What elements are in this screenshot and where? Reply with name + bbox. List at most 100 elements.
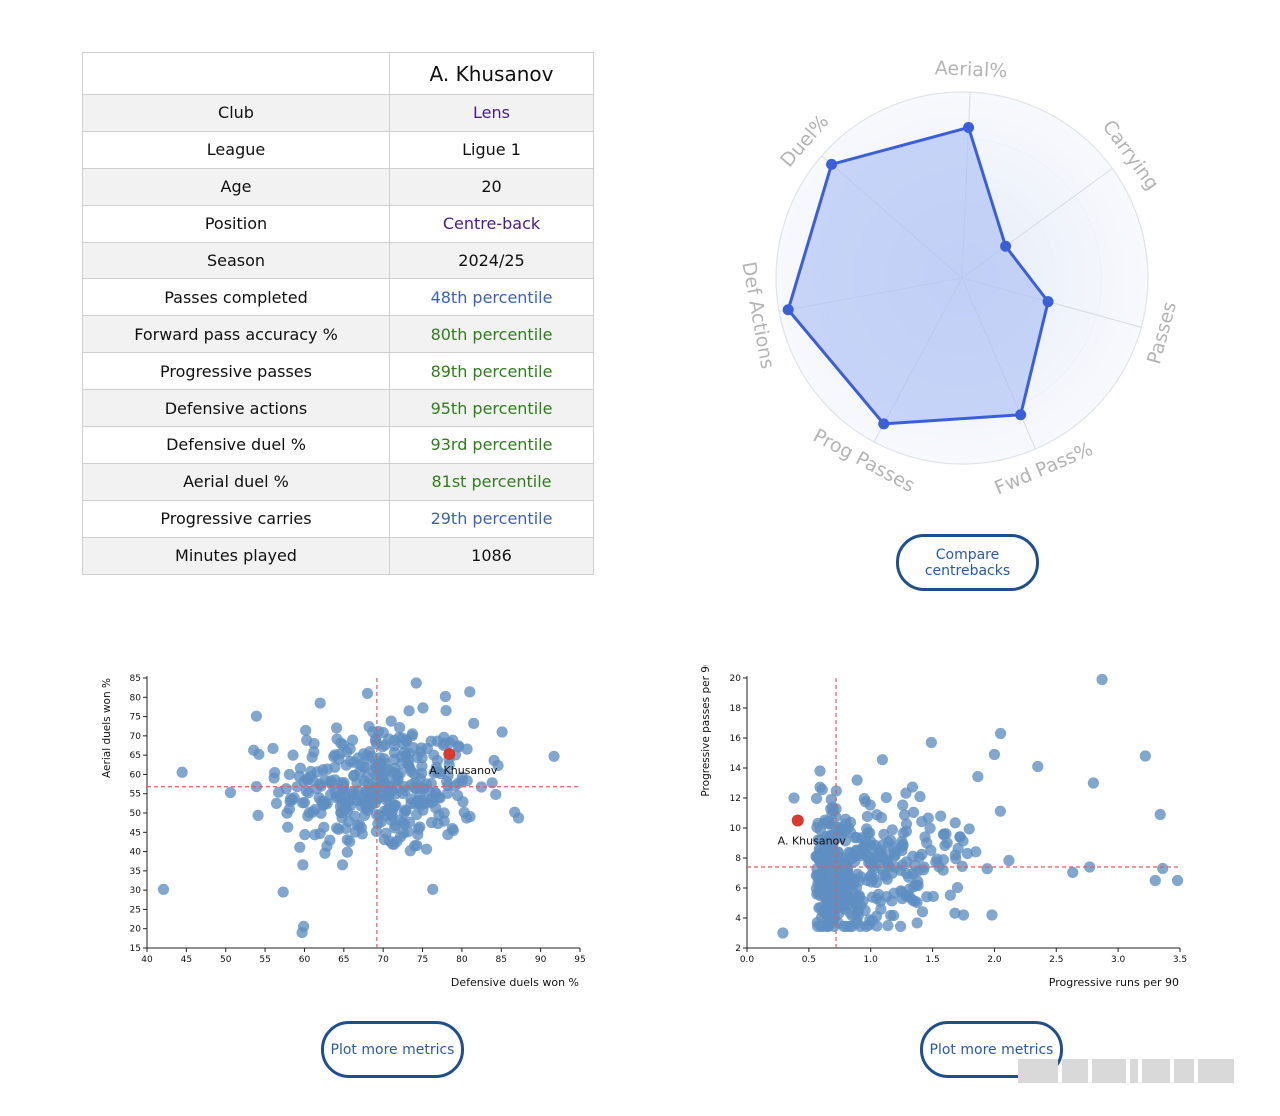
scatter-point: [404, 763, 416, 775]
scatter-point: [400, 805, 412, 817]
scatter-point: [385, 715, 397, 727]
scatter-point: [347, 734, 359, 746]
scatter-point: [300, 785, 313, 797]
scatter-point: [875, 812, 888, 824]
scatter-point: [1157, 862, 1169, 875]
y-tick-label: 15: [130, 944, 141, 954]
scatter-point: [464, 686, 476, 698]
scatter-point: [950, 853, 962, 865]
row-value: 95th percentile: [389, 389, 594, 428]
scatter-point: [896, 886, 908, 898]
row-value: 1086: [389, 536, 594, 575]
scatter-point: [394, 831, 407, 843]
y-tick-label: 85: [130, 674, 141, 684]
scatter-point: [253, 748, 265, 760]
scatter-point: [995, 727, 1007, 740]
y-tick-label: 25: [130, 905, 141, 915]
row-label: Defensive actions: [82, 389, 390, 428]
radar-point: [1000, 240, 1012, 252]
scatter-point: [372, 725, 385, 737]
scatter-point: [468, 717, 480, 729]
scatter-point: [406, 728, 419, 740]
scatter-point: [834, 890, 846, 902]
scatter-point: [267, 742, 279, 755]
scatter-point: [1032, 760, 1044, 773]
profile-table-body: Club Lens League Ligue 1 Age 20 Position Centre…: [82, 94, 594, 575]
scatter-point: [369, 735, 382, 747]
scatter-point: [850, 898, 863, 911]
y-axis-title: Aerial duels won %: [101, 678, 113, 778]
scatter-point: [788, 792, 800, 804]
table-row: Minutes played 1086: [82, 536, 594, 575]
scatter-point: [916, 906, 929, 918]
scatter-point: [352, 752, 364, 764]
scatter-point: [307, 775, 320, 787]
scatter-point: [954, 831, 966, 843]
scatter-point: [410, 809, 423, 821]
scatter-point: [306, 751, 318, 763]
scatter-point: [492, 759, 504, 772]
scatter-point: [818, 837, 830, 849]
scatter-point: [957, 909, 970, 921]
scatter-point: [846, 885, 859, 897]
scatter-point: [361, 687, 374, 700]
radar-point: [826, 158, 838, 170]
scatter-point: [851, 774, 863, 786]
scatter-point: [922, 812, 934, 824]
scatter-point: [822, 920, 834, 932]
scatter-point: [331, 722, 343, 734]
scatter-point: [885, 909, 897, 922]
scatter-point: [881, 855, 893, 867]
x-tick-label: 70: [377, 955, 389, 965]
row-label: Club: [82, 94, 390, 132]
x-tick-label: 2.5: [1049, 955, 1063, 965]
scatter-point: [440, 704, 452, 717]
compare-centrebacks-button[interactable]: Compare centrebacks: [896, 534, 1039, 591]
scatter-point: [810, 792, 823, 805]
scatter-point: [299, 829, 311, 841]
scatter-point: [907, 894, 919, 906]
scatter-point: [895, 920, 907, 932]
table-row: Club Lens: [82, 94, 594, 132]
y-tick-label: 45: [130, 828, 141, 838]
scatter-point: [475, 781, 488, 793]
scatter-point: [935, 810, 947, 822]
scatter-point: [294, 841, 306, 853]
scatter-point: [417, 702, 429, 714]
scatter-point: [317, 764, 329, 776]
highlight-label: A. Khusanov: [778, 835, 847, 848]
scatter-point: [341, 834, 353, 846]
scatter-point: [281, 807, 293, 819]
scatter-point: [397, 816, 409, 829]
scatter-point: [356, 828, 368, 840]
scatter-point: [309, 829, 321, 841]
scatter-point: [410, 677, 422, 689]
scatter-point: [452, 789, 464, 802]
scatter-point: [924, 822, 936, 834]
scatter-point: [425, 816, 438, 829]
table-row: Defensive actions 95th percentile: [82, 389, 594, 428]
plot-more-label-left: Plot more metrics: [330, 1041, 455, 1058]
scatter-point: [420, 843, 433, 855]
x-tick-label: 90: [535, 955, 547, 965]
scatter-point: [157, 883, 170, 895]
scatter-point: [270, 797, 283, 809]
plot-more-metrics-button-left[interactable]: Plot more metrics: [321, 1021, 464, 1078]
scatter-point: [944, 889, 956, 901]
scatter-point: [282, 821, 294, 833]
scatter-point: [431, 735, 444, 747]
scatter-point: [832, 875, 844, 887]
scatter-point: [1139, 750, 1151, 762]
plot-more-metrics-button-right[interactable]: Plot more metrics: [920, 1021, 1063, 1078]
scatter-point: [250, 780, 262, 793]
row-value: 2024/25: [389, 241, 594, 280]
table-row: Passes completed 48th percentile: [82, 278, 594, 317]
scatter-point: [988, 748, 1001, 761]
scatter-point: [824, 897, 837, 909]
scatter-point: [379, 739, 391, 751]
player-profile-table: A. Khusanov Club Lens League Ligue 1 Age 20 Po…: [82, 52, 594, 575]
scatter-point: [970, 846, 982, 858]
scatter-point: [963, 823, 975, 835]
x-tick-label: 65: [338, 955, 349, 965]
row-label: Passes completed: [82, 278, 390, 317]
